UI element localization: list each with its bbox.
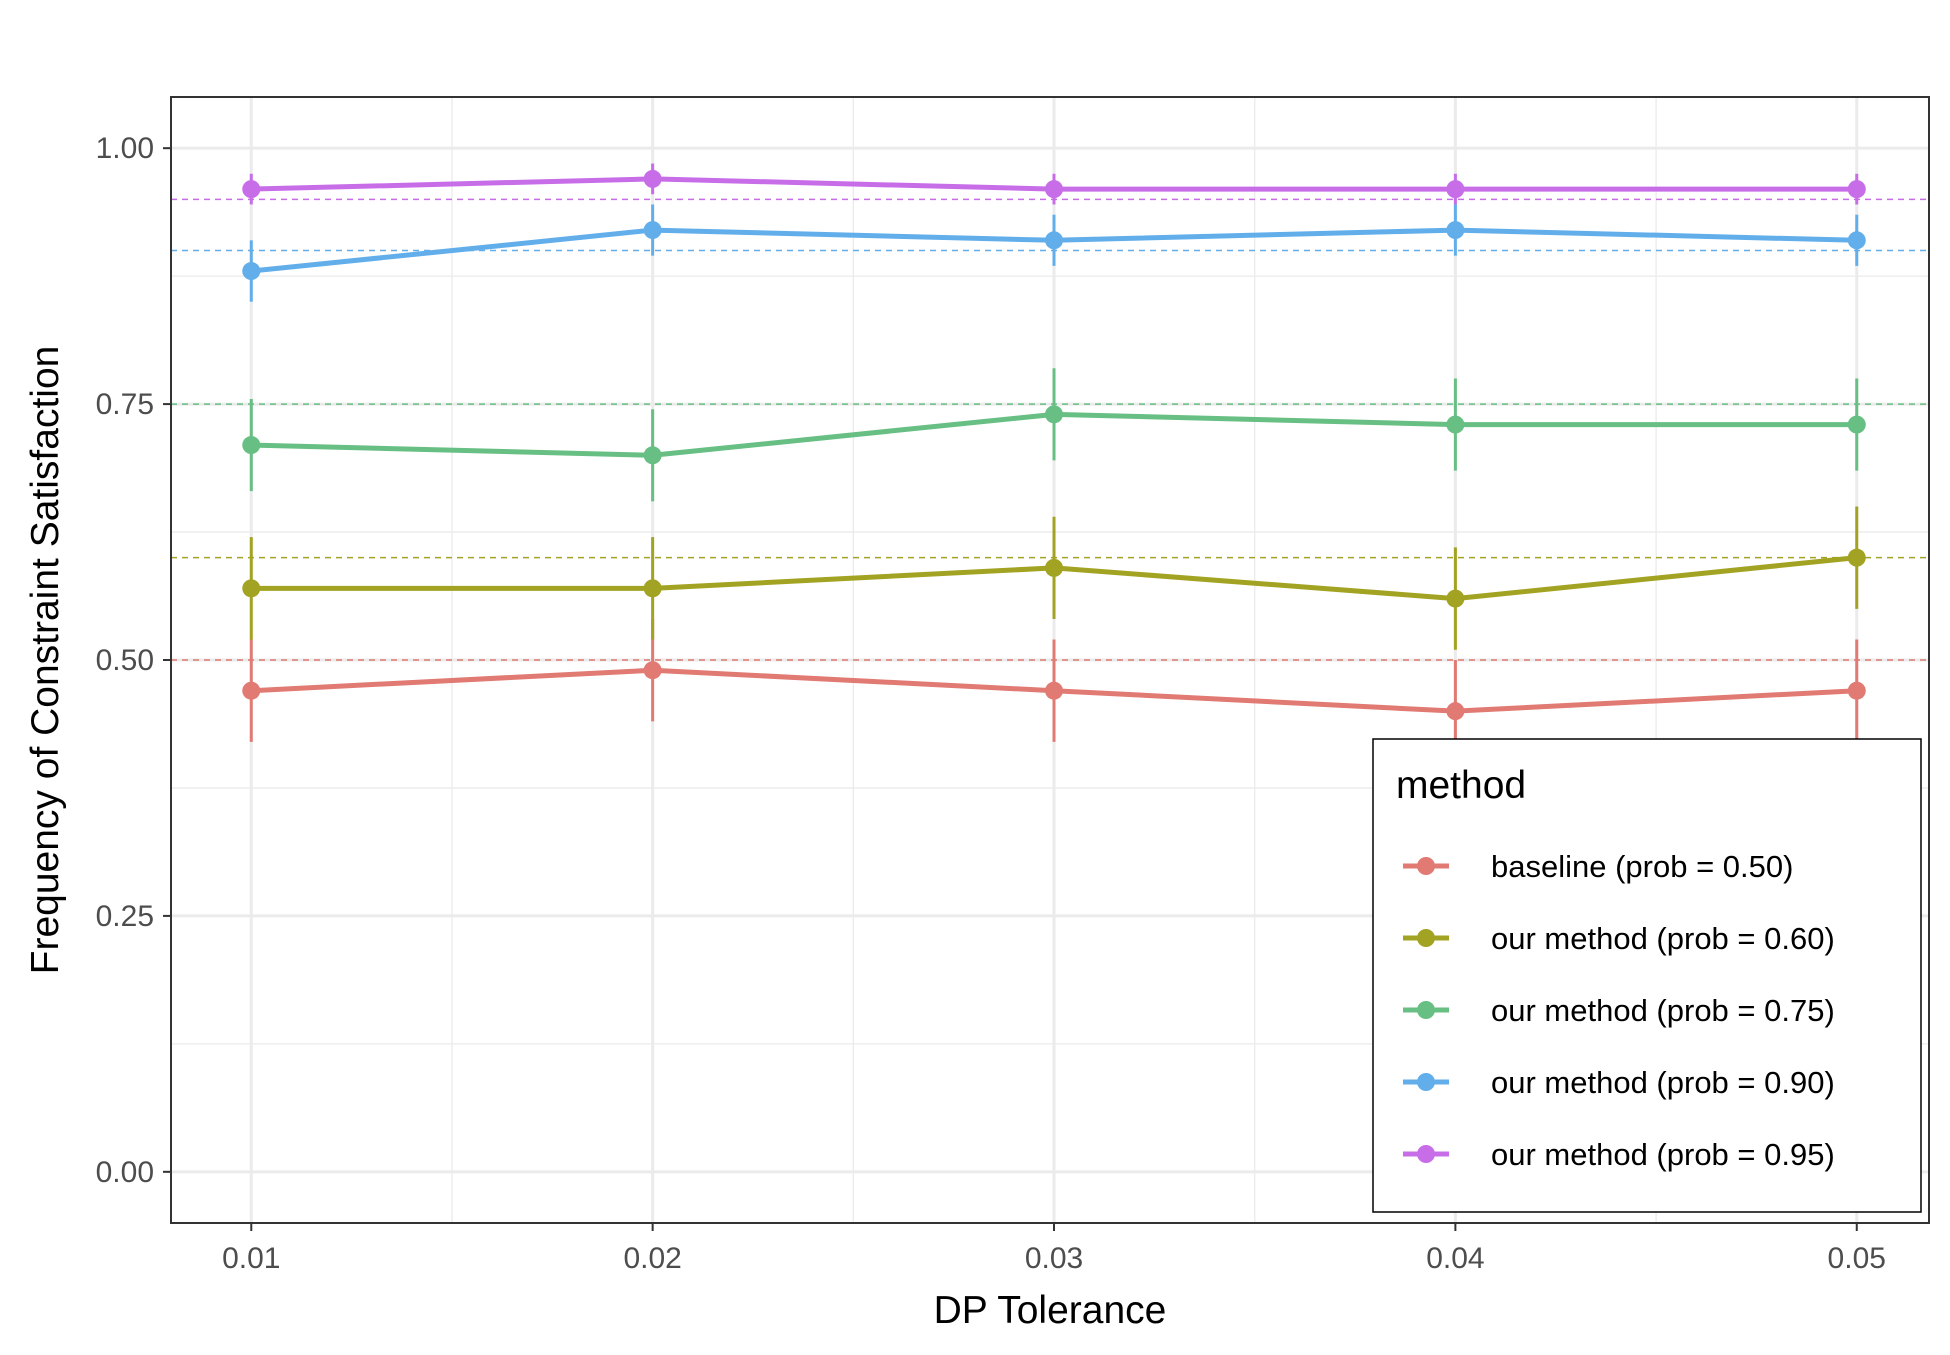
data-point	[1847, 180, 1866, 199]
legend-label: our method (prob = 0.60)	[1491, 921, 1835, 956]
data-point	[1847, 231, 1866, 250]
y-axis-title: Frequency of Constraint Satisfaction	[24, 346, 67, 975]
x-tick-label: 0.03	[1025, 1242, 1083, 1275]
data-point	[1446, 221, 1465, 240]
x-tick-label: 0.05	[1828, 1242, 1886, 1275]
y-tick-label: 0.00	[96, 1156, 154, 1189]
data-point	[1847, 415, 1866, 434]
data-point	[643, 169, 662, 188]
data-point	[1045, 180, 1064, 199]
data-point	[1446, 415, 1465, 434]
series-4	[242, 163, 1866, 205]
legend-label: baseline (prob = 0.50)	[1491, 849, 1793, 884]
legend-key-point	[1417, 1001, 1435, 1019]
x-tick-label: 0.04	[1426, 1242, 1484, 1275]
data-point	[1045, 681, 1064, 700]
legend-key-point	[1417, 929, 1435, 947]
data-point	[1045, 405, 1064, 424]
data-point	[242, 681, 261, 700]
legend-title: method	[1396, 764, 1526, 807]
data-point	[242, 262, 261, 281]
legend: method baseline (prob = 0.50) our method …	[1372, 738, 1922, 1213]
x-tick-label: 0.02	[623, 1242, 681, 1275]
legend-label: our method (prob = 0.75)	[1491, 993, 1835, 1028]
data-point	[242, 436, 261, 455]
series-3	[242, 204, 1866, 302]
data-point	[242, 180, 261, 199]
legend-key-point	[1417, 1073, 1435, 1091]
data-point	[1847, 681, 1866, 700]
y-tick-label: 0.25	[96, 900, 154, 933]
x-axis-title: DP Tolerance	[934, 1289, 1167, 1332]
legend-item: our method (prob = 0.75)	[1403, 993, 1835, 1028]
series-1	[242, 506, 1866, 650]
data-point	[242, 579, 261, 598]
series-group	[242, 163, 1866, 763]
data-point	[643, 446, 662, 465]
data-point	[1446, 180, 1465, 199]
legend-items: baseline (prob = 0.50) our method (prob =…	[1403, 849, 1835, 1172]
data-point	[1446, 702, 1465, 721]
data-point	[643, 221, 662, 240]
reference-lines	[171, 198, 1929, 661]
legend-label: our method (prob = 0.90)	[1491, 1065, 1835, 1100]
legend-item: our method (prob = 0.95)	[1403, 1137, 1835, 1172]
data-point	[1045, 231, 1064, 250]
data-point	[643, 579, 662, 598]
y-tick-label: 0.75	[96, 388, 154, 421]
data-point	[1847, 548, 1866, 567]
data-point	[643, 661, 662, 680]
legend-item: our method (prob = 0.60)	[1403, 921, 1835, 956]
series-2	[242, 368, 1866, 502]
legend-label: our method (prob = 0.95)	[1491, 1137, 1835, 1172]
data-point	[1446, 589, 1465, 608]
legend-item: baseline (prob = 0.50)	[1403, 849, 1793, 884]
data-point	[1045, 558, 1064, 577]
x-axis: 0.01 0.02 0.03 0.04 0.05	[222, 1223, 1886, 1275]
legend-key-point	[1417, 857, 1435, 875]
legend-box	[1372, 738, 1922, 1213]
y-tick-label: 0.50	[96, 644, 154, 677]
legend-item: our method (prob = 0.90)	[1403, 1065, 1835, 1100]
legend-key-point	[1417, 1145, 1435, 1163]
x-tick-label: 0.01	[222, 1242, 280, 1275]
y-axis: 0.00 0.25 0.50 0.75 1.00	[96, 132, 171, 1189]
y-tick-label: 1.00	[96, 132, 154, 165]
